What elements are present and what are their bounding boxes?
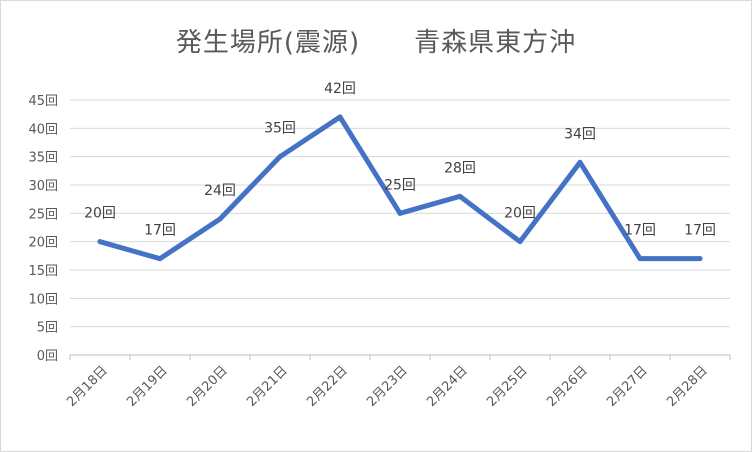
data-label: 24回	[204, 183, 236, 199]
x-tick-label: 2月28日	[664, 363, 711, 410]
data-point	[97, 239, 103, 245]
x-tick-label: 2月20日	[184, 363, 231, 410]
data-point	[337, 114, 343, 120]
data-point	[397, 210, 403, 216]
data-point	[277, 154, 283, 160]
x-tick-label: 2月26日	[544, 363, 591, 410]
x-tick-label: 2月22日	[304, 363, 351, 410]
x-tick-label: 2月19日	[124, 363, 171, 410]
data-point	[157, 256, 163, 262]
y-tick-label: 45回	[28, 94, 58, 109]
data-label: 35回	[264, 121, 296, 137]
y-tick-label: 0回	[37, 349, 58, 364]
data-label: 34回	[564, 126, 596, 142]
data-point	[577, 159, 583, 165]
y-tick-label: 40回	[28, 122, 58, 137]
data-label: 17回	[144, 223, 176, 239]
data-label: 17回	[684, 223, 716, 239]
data-label: 42回	[324, 81, 356, 97]
y-tick-label: 5回	[37, 321, 58, 336]
data-point	[637, 256, 643, 262]
data-point	[697, 256, 703, 262]
data-label: 17回	[624, 223, 656, 239]
chart-title: 発生場所(震源) 青森県東方沖	[175, 28, 577, 58]
x-tick-label: 2月27日	[604, 363, 651, 410]
data-label: 28回	[444, 160, 476, 176]
x-tick-label: 2月25日	[484, 363, 531, 410]
y-tick-label: 25回	[28, 207, 58, 222]
y-tick-label: 20回	[28, 236, 58, 251]
y-tick-label: 15回	[28, 264, 58, 279]
x-tick-label: 2月18日	[64, 363, 111, 410]
data-point	[217, 216, 223, 222]
data-point	[517, 239, 523, 245]
x-tick-label: 2月23日	[364, 363, 411, 410]
y-tick-label: 35回	[28, 151, 58, 166]
y-tick-label: 10回	[28, 292, 58, 307]
x-tick-label: 2月24日	[424, 363, 471, 410]
data-label: 20回	[84, 206, 116, 222]
y-tick-label: 30回	[28, 179, 58, 194]
data-label: 20回	[504, 206, 536, 222]
x-tick-label: 2月21日	[244, 363, 291, 410]
data-label: 25回	[384, 177, 416, 193]
data-point	[457, 193, 463, 199]
